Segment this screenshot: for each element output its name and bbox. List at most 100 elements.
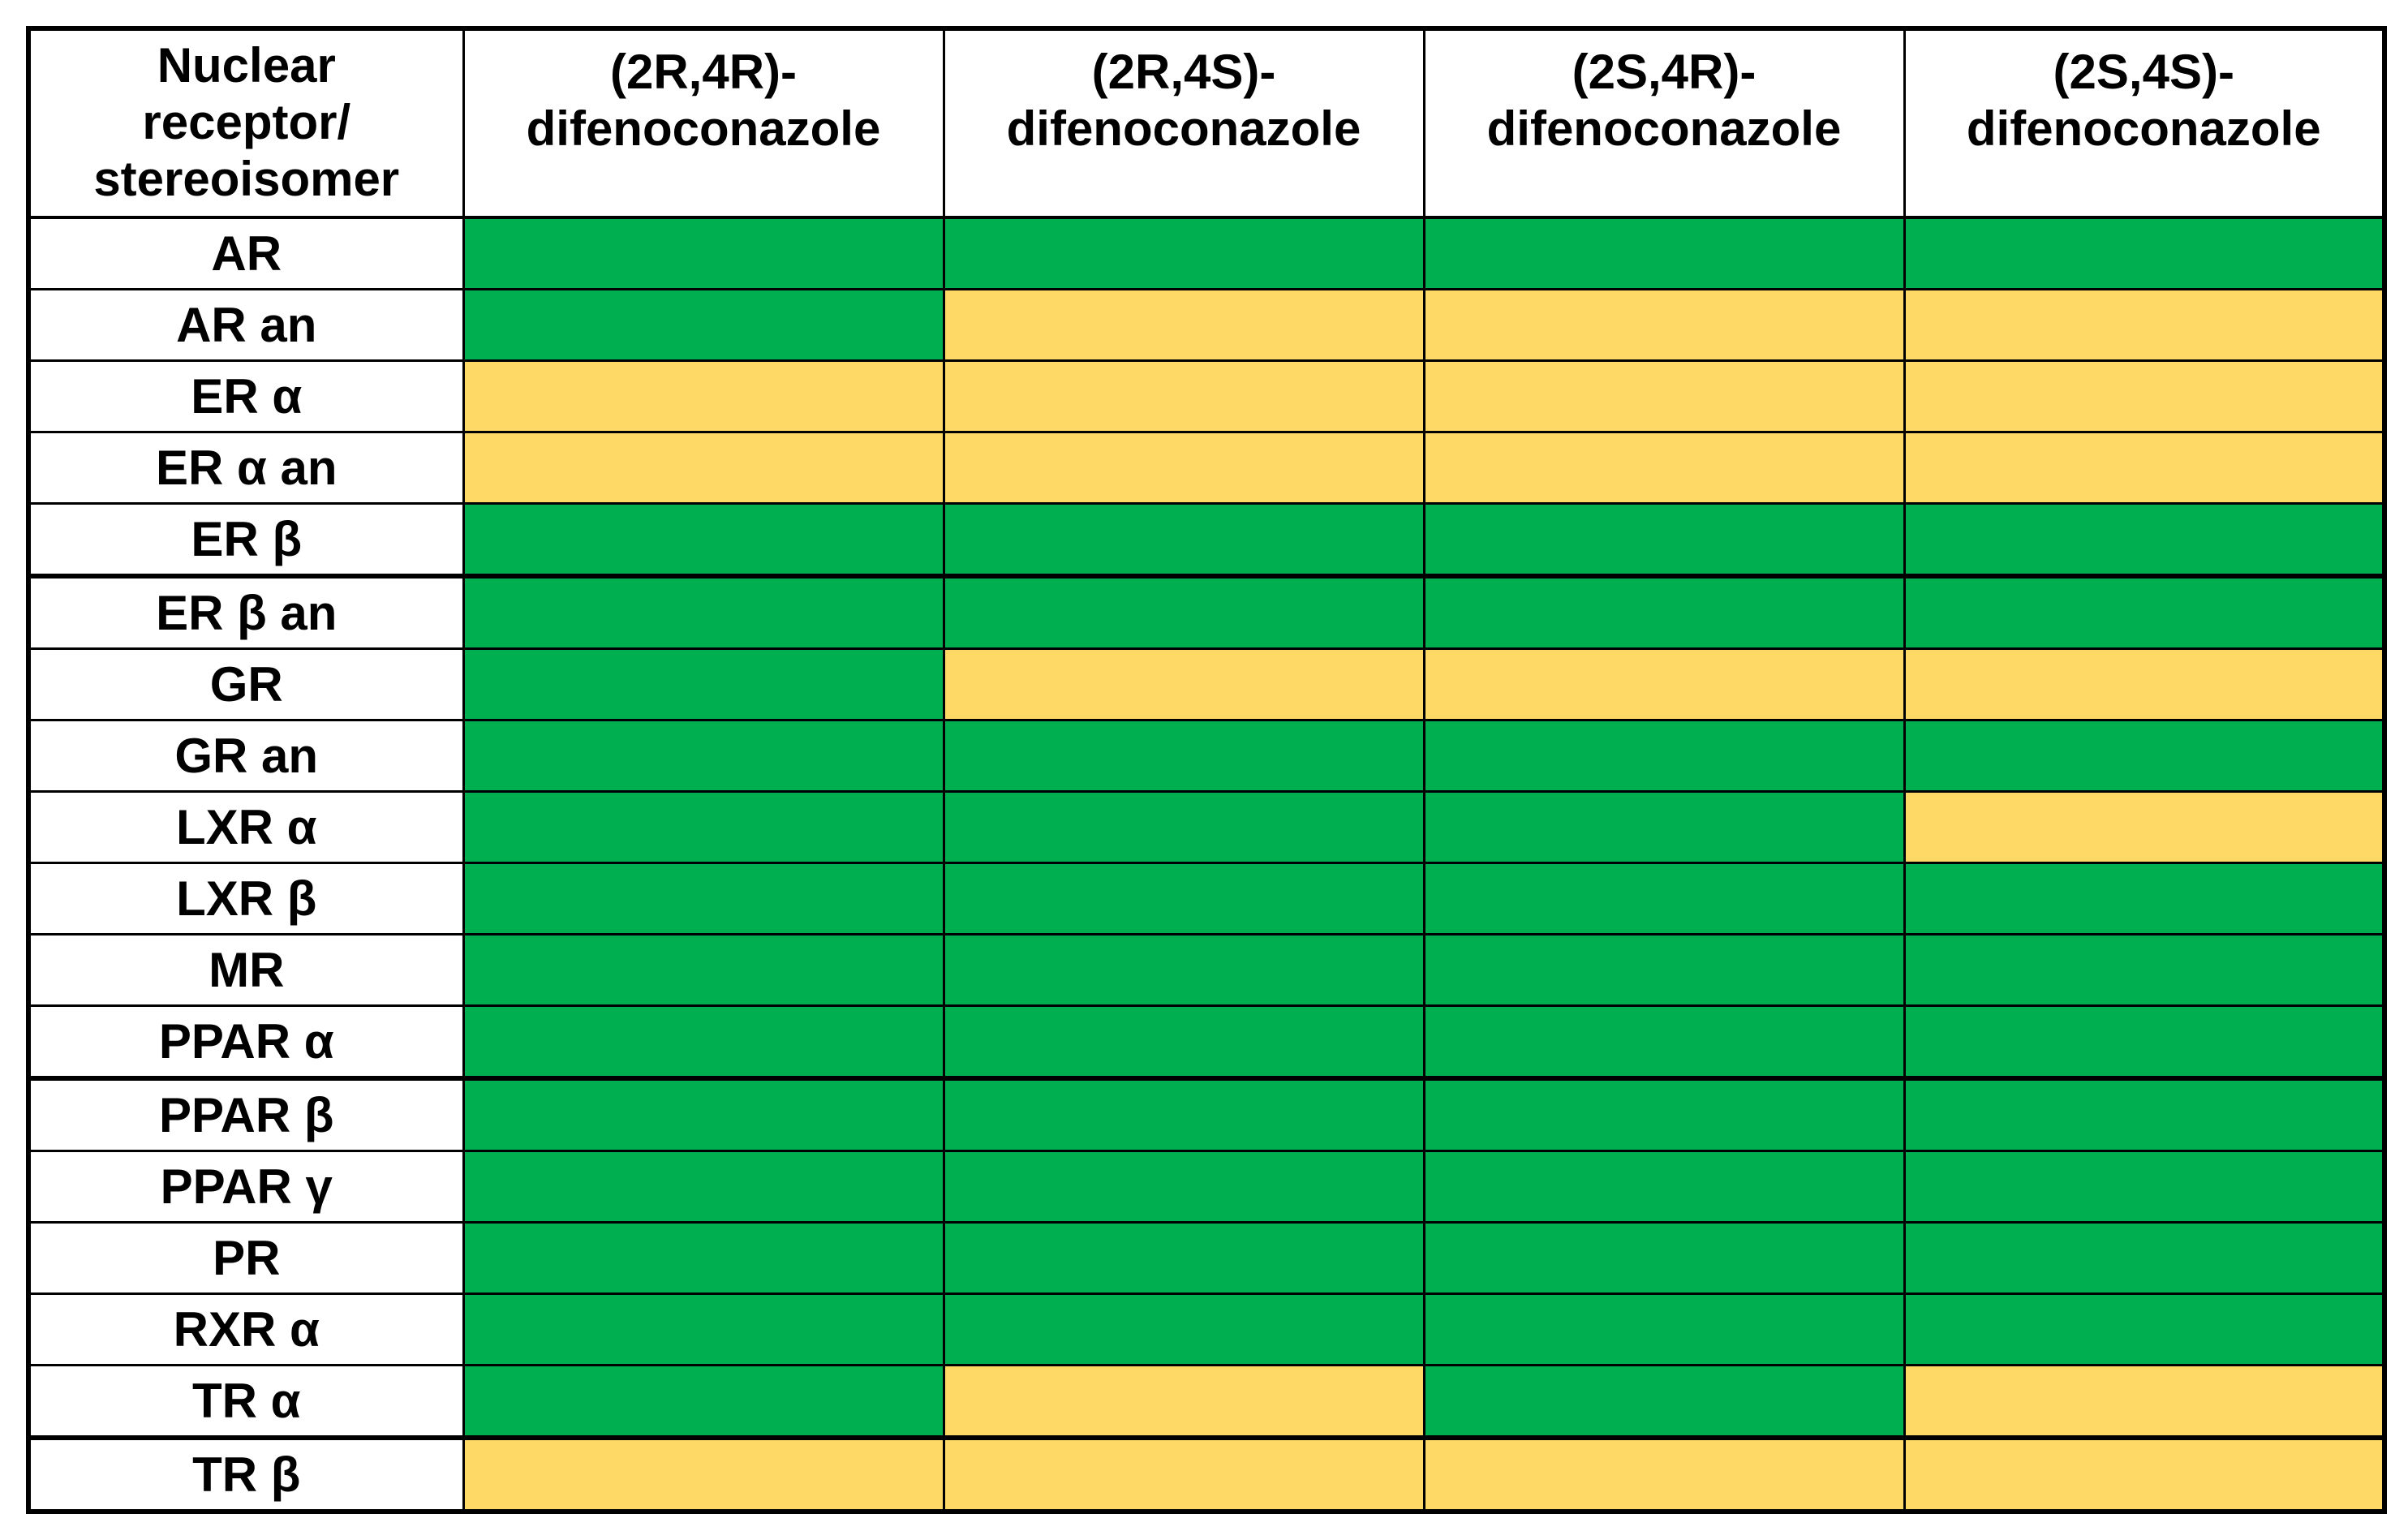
data-cell-green: [1903, 933, 2386, 1007]
data-cell-green: [1422, 1364, 1906, 1440]
table-row: TR α: [27, 1364, 2386, 1440]
row-label: ER β: [27, 502, 465, 579]
data-cell-green: [1903, 216, 2386, 290]
table-row: TR β: [27, 1436, 2386, 1513]
data-cell-green: [1903, 574, 2386, 650]
column-header-2s4s-difenoconazole: (2S,4S)- difenoconazole: [1903, 27, 2386, 219]
data-cell-green: [1903, 719, 2386, 793]
row-label: GR: [27, 647, 465, 721]
data-cell-green: [462, 1150, 945, 1224]
row-label: LXR β: [27, 862, 465, 935]
data-cell-yellow: [1903, 359, 2386, 433]
table-row: AR: [27, 216, 2386, 290]
row-label: TR α: [27, 1364, 465, 1440]
data-cell-green: [1422, 1077, 1906, 1152]
table-row: PPAR γ: [27, 1150, 2386, 1224]
table-row: ER α an: [27, 431, 2386, 505]
data-cell-green: [942, 502, 1425, 579]
column-header-receptor-stereoisomer: Nuclear receptor/ stereoisomer: [27, 27, 465, 219]
row-label: AR: [27, 216, 465, 290]
table-row: AR an: [27, 288, 2386, 362]
data-cell-green: [1903, 1077, 2386, 1152]
column-header-2s4r-difenoconazole: (2S,4R)- difenoconazole: [1422, 27, 1906, 219]
data-cell-yellow: [942, 359, 1425, 433]
data-cell-green: [462, 1364, 945, 1440]
data-cell-yellow: [1903, 1364, 2386, 1440]
row-label: RXR α: [27, 1292, 465, 1366]
row-label: AR an: [27, 288, 465, 362]
row-label: TR β: [27, 1436, 465, 1513]
column-header-2r4r-difenoconazole: (2R,4R)- difenoconazole: [462, 27, 945, 219]
data-cell-yellow: [1903, 1436, 2386, 1513]
receptor-stereoisomer-activity-table: Nuclear receptor/ stereoisomer (2R,4R)- …: [26, 26, 2387, 1514]
data-cell-green: [462, 1221, 945, 1295]
data-cell-green: [1903, 1292, 2386, 1366]
row-label: PPAR β: [27, 1077, 465, 1152]
data-cell-green: [942, 216, 1425, 290]
table-row: ER α: [27, 359, 2386, 433]
table-row: PPAR α: [27, 1004, 2386, 1081]
data-cell-yellow: [1903, 431, 2386, 505]
table-row: RXR α: [27, 1292, 2386, 1366]
row-label: PPAR γ: [27, 1150, 465, 1224]
header-row: Nuclear receptor/ stereoisomer (2R,4R)- …: [27, 27, 2386, 219]
data-cell-yellow: [942, 431, 1425, 505]
data-cell-green: [462, 933, 945, 1007]
data-cell-green: [942, 862, 1425, 935]
data-cell-green: [1903, 862, 2386, 935]
data-cell-green: [1422, 1292, 1906, 1366]
data-cell-green: [462, 862, 945, 935]
data-cell-yellow: [462, 431, 945, 505]
data-cell-green: [462, 719, 945, 793]
data-cell-green: [462, 1292, 945, 1366]
data-cell-green: [942, 1150, 1425, 1224]
data-cell-yellow: [942, 647, 1425, 721]
data-cell-green: [1422, 933, 1906, 1007]
table-row: PPAR β: [27, 1077, 2386, 1152]
data-cell-green: [1422, 502, 1906, 579]
data-cell-green: [462, 216, 945, 290]
data-cell-green: [1422, 862, 1906, 935]
row-label: ER α an: [27, 431, 465, 505]
row-label: ER β an: [27, 574, 465, 650]
data-cell-yellow: [1422, 359, 1906, 433]
data-cell-yellow: [462, 359, 945, 433]
data-cell-green: [942, 1004, 1425, 1081]
data-cell-green: [942, 1221, 1425, 1295]
data-cell-green: [462, 574, 945, 650]
data-cell-green: [1422, 1004, 1906, 1081]
data-cell-green: [1422, 719, 1906, 793]
table-row: LXR β: [27, 862, 2386, 935]
data-cell-green: [942, 1077, 1425, 1152]
data-cell-yellow: [1903, 647, 2386, 721]
row-label: MR: [27, 933, 465, 1007]
data-cell-yellow: [1903, 790, 2386, 864]
data-cell-green: [462, 502, 945, 579]
data-cell-yellow: [1903, 288, 2386, 362]
row-label: PR: [27, 1221, 465, 1295]
table-row: ER β an: [27, 574, 2386, 650]
table-row: MR: [27, 933, 2386, 1007]
data-cell-yellow: [1422, 647, 1906, 721]
table-row: GR: [27, 647, 2386, 721]
data-cell-green: [462, 288, 945, 362]
data-cell-green: [942, 1292, 1425, 1366]
data-cell-green: [1422, 216, 1906, 290]
data-cell-green: [462, 790, 945, 864]
table-row: PR: [27, 1221, 2386, 1295]
table-body: AR AR an ER α ER α an ER β ER β an GR GR an LXR …: [27, 216, 2386, 1513]
data-cell-yellow: [462, 1436, 945, 1513]
table-header: Nuclear receptor/ stereoisomer (2R,4R)- …: [27, 27, 2386, 219]
data-cell-green: [1903, 1150, 2386, 1224]
row-label: LXR α: [27, 790, 465, 864]
data-cell-yellow: [1422, 288, 1906, 362]
data-cell-green: [942, 790, 1425, 864]
data-cell-green: [1903, 1221, 2386, 1295]
row-label: ER α: [27, 359, 465, 433]
data-cell-green: [1903, 1004, 2386, 1081]
data-cell-green: [942, 933, 1425, 1007]
data-cell-yellow: [942, 1364, 1425, 1440]
data-cell-yellow: [1422, 1436, 1906, 1513]
data-cell-green: [942, 574, 1425, 650]
data-cell-green: [462, 1077, 945, 1152]
